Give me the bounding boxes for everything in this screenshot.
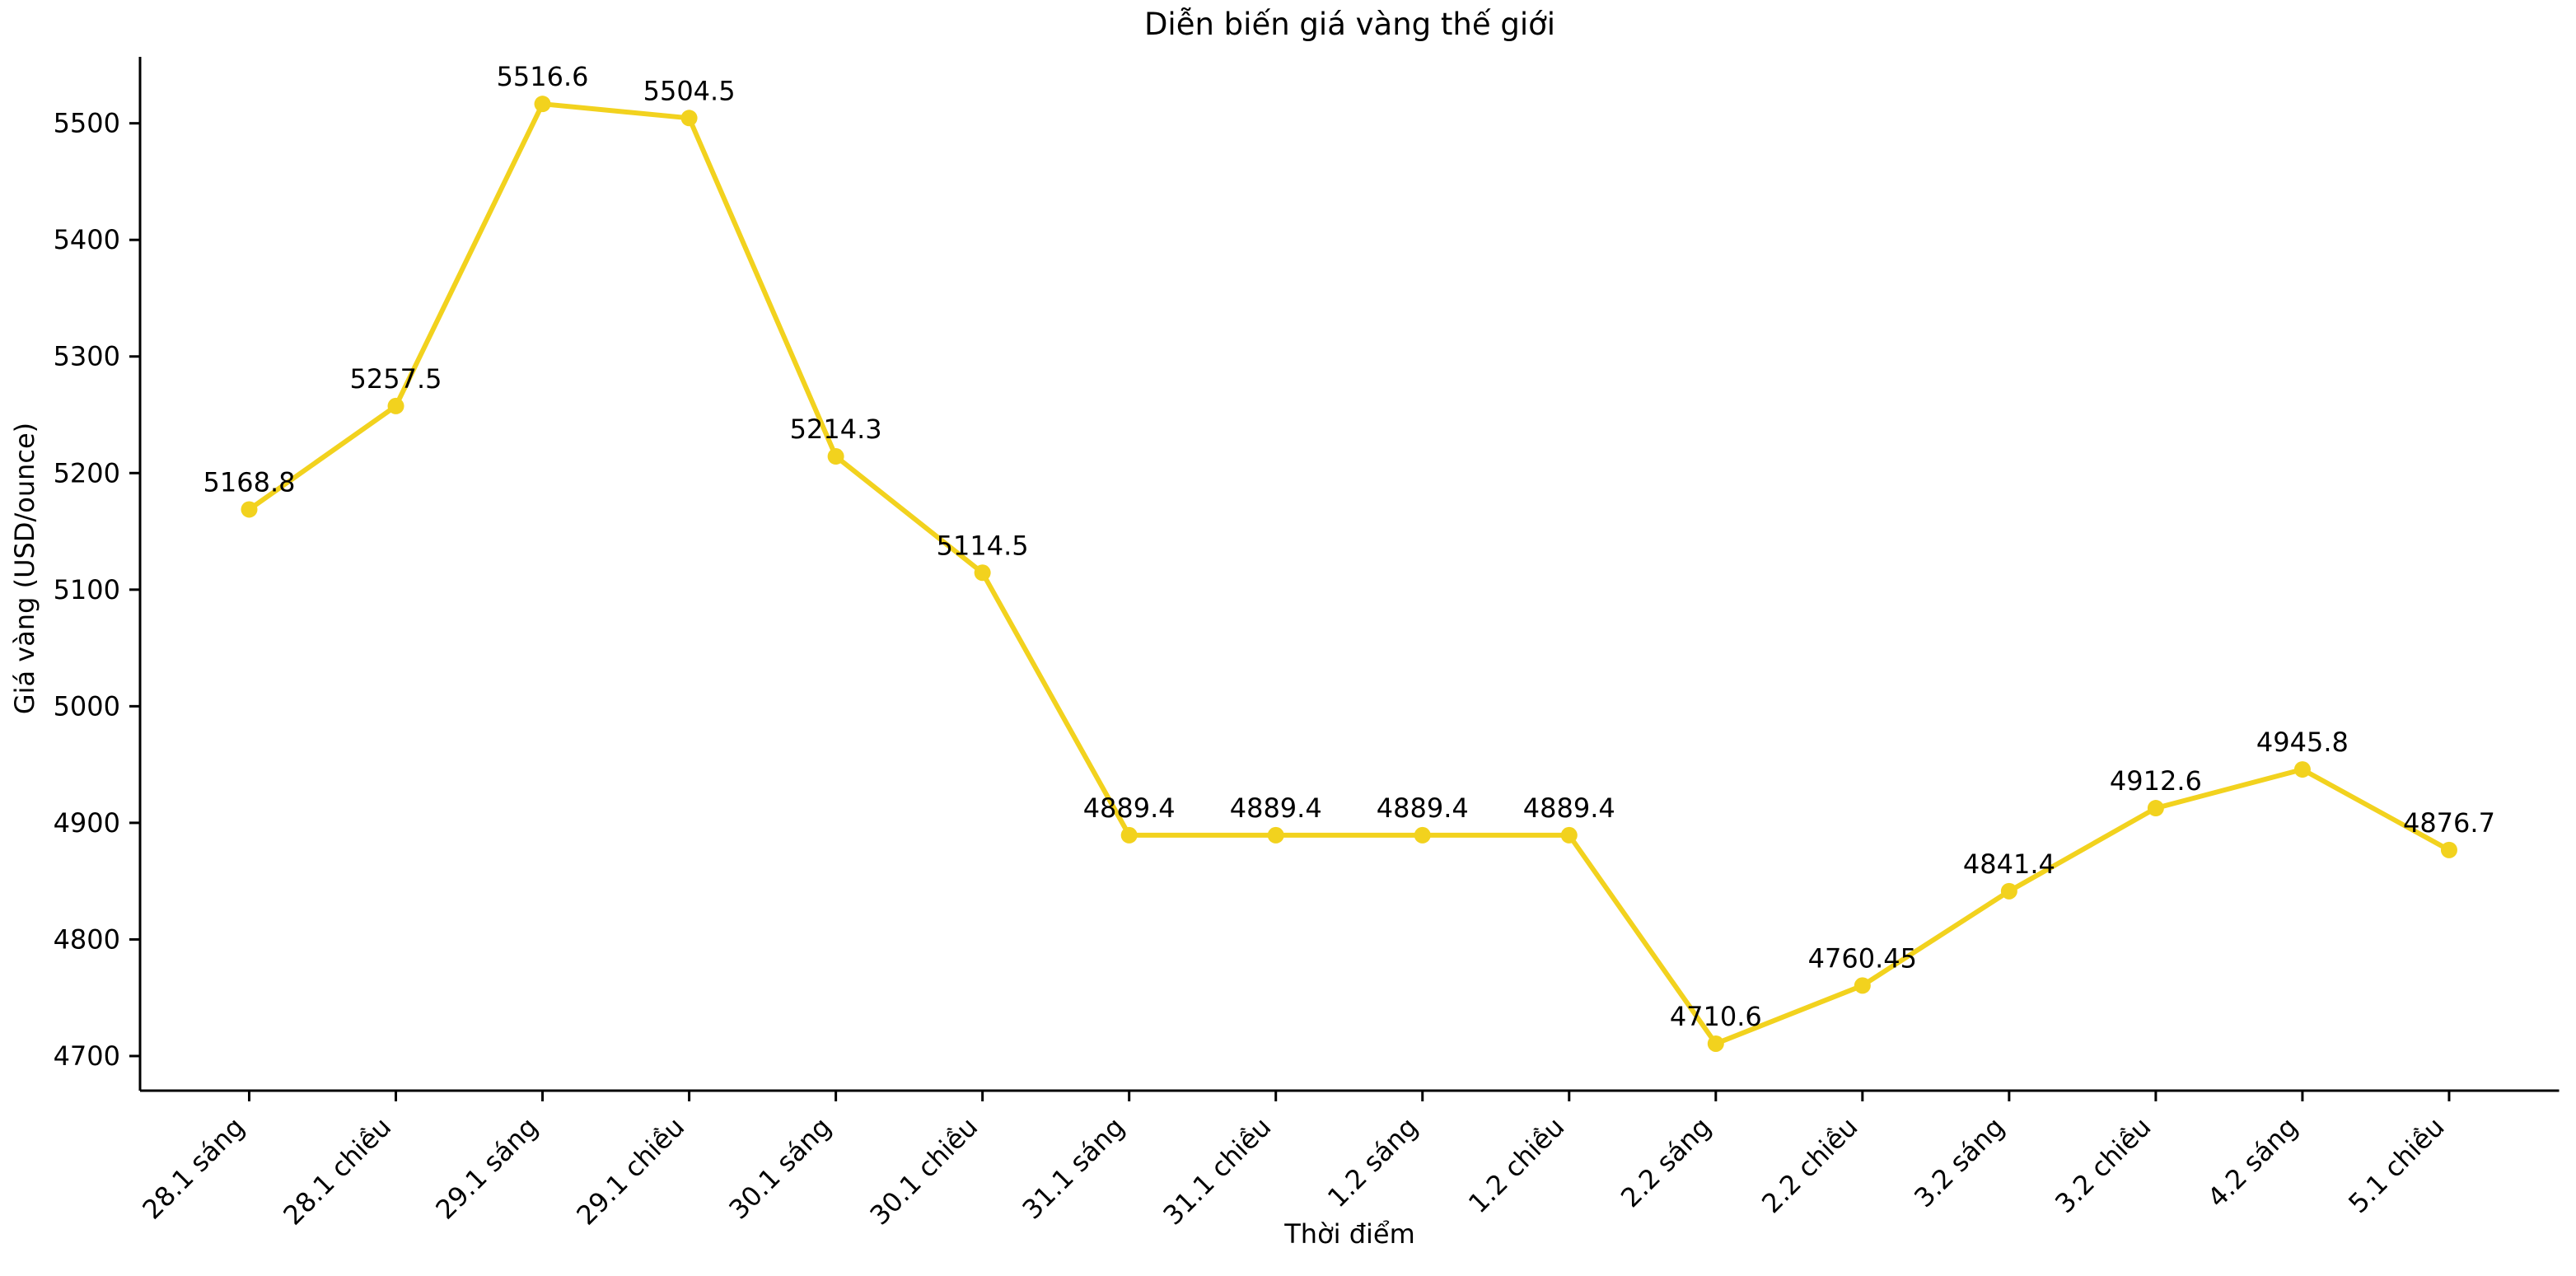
data-point-marker	[974, 564, 991, 582]
y-tick-label: 5500	[54, 108, 120, 139]
y-tick-label: 5400	[54, 224, 120, 255]
x-tick-label: 29.1 sáng	[429, 1111, 544, 1226]
data-point-label: 5168.8	[203, 466, 296, 498]
data-point-label: 5257.5	[350, 363, 442, 395]
x-tick-label: 31.1 sáng	[1017, 1111, 1131, 1226]
data-point-marker	[2147, 800, 2164, 817]
data-point-label: 4945.8	[2256, 727, 2349, 758]
price-line	[246, 101, 2452, 1046]
data-point-marker	[241, 501, 258, 518]
data-point-marker	[1854, 977, 1871, 994]
y-tick-label: 4800	[54, 923, 120, 955]
x-tick-label: 1.2 sáng	[1321, 1111, 1424, 1213]
x-tick-label: 31.1 chiều	[1157, 1111, 1278, 1232]
data-point-label: 4889.4	[1083, 792, 1176, 824]
x-axis-label: Thời điểm	[1284, 1218, 1415, 1250]
y-tick-label: 4900	[54, 807, 120, 839]
data-point-marker	[1707, 1035, 1724, 1052]
data-point-marker	[387, 397, 404, 414]
data-point-label: 4710.6	[1670, 1001, 1762, 1032]
x-tick-label: 3.2 chiều	[2049, 1111, 2157, 1219]
x-tick-label: 4.2 sáng	[2201, 1111, 2303, 1213]
data-point-label: 4876.7	[2403, 807, 2495, 839]
x-tick-label: 5.1 chiều	[2342, 1111, 2450, 1219]
data-point-label: 4912.6	[2110, 765, 2202, 797]
x-tick-label: 30.1 sáng	[722, 1111, 837, 1226]
data-point-label: 4889.4	[1230, 792, 1322, 824]
x-tick-label: 29.1 chiều	[570, 1111, 690, 1232]
x-tick-label: 30.1 chiều	[864, 1111, 984, 1232]
data-point-marker	[2440, 841, 2457, 858]
data-point-marker	[827, 448, 844, 465]
data-point-marker	[680, 110, 698, 127]
x-tick-label: 2.2 chiều	[1756, 1111, 1863, 1219]
data-point-label: 4889.4	[1523, 792, 1615, 824]
y-axis-label: Giá vàng (USD/ounce)	[9, 422, 40, 715]
y-tick-label: 5100	[54, 574, 120, 605]
data-point-label: 5504.5	[643, 75, 736, 106]
data-point-label: 4889.4	[1377, 792, 1469, 824]
data-point-label: 4841.4	[1963, 848, 2055, 880]
data-point-label: 5516.6	[497, 61, 589, 92]
data-point-label: 5114.5	[937, 530, 1029, 561]
data-point-marker	[1120, 826, 1138, 844]
data-point-marker	[2000, 882, 2017, 900]
data-point-label: 5214.3	[790, 414, 882, 445]
data-point-label: 4760.45	[1808, 942, 1917, 974]
y-tick-label: 5200	[54, 457, 120, 488]
data-point-marker	[1560, 826, 1578, 844]
y-tick-label: 4700	[54, 1040, 120, 1072]
data-point-marker	[2293, 761, 2311, 778]
x-tick-label: 28.1 chiều	[277, 1111, 397, 1232]
x-tick-label: 2.2 sáng	[1615, 1111, 1717, 1213]
y-tick-label: 5000	[54, 690, 120, 722]
y-tick-label: 5300	[54, 341, 120, 372]
x-tick-label: 28.1 sáng	[136, 1111, 250, 1226]
chart-title: Diễn biến giá vàng thế giới	[1143, 7, 1556, 42]
x-tick-label: 3.2 sáng	[1908, 1111, 2010, 1213]
data-point-marker	[1414, 826, 1431, 844]
data-point-marker	[534, 96, 551, 113]
x-tick-label: 1.2 chiều	[1462, 1111, 1570, 1219]
data-point-marker	[1267, 826, 1284, 844]
